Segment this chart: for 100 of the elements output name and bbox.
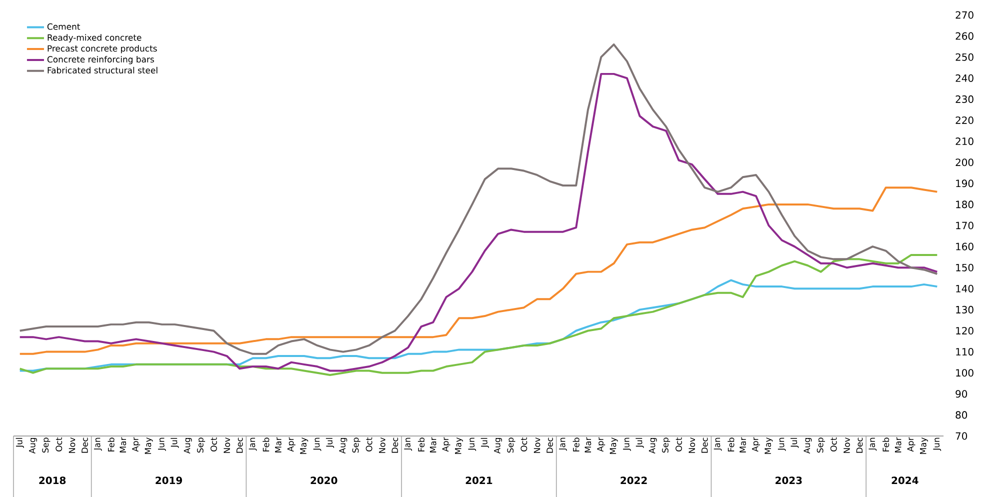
x-tick-label: May: [144, 437, 153, 454]
y-tick-label: 120: [956, 326, 974, 335]
y-tick-label: 180: [956, 200, 974, 208]
x-tick-label: May: [610, 437, 618, 454]
y-tick-label: 170: [956, 222, 974, 230]
text: 2019: [156, 476, 182, 484]
y-tick-label: 150: [956, 264, 974, 272]
x-tick-label: Jul: [480, 438, 489, 448]
y-tick-label: 80: [956, 411, 968, 419]
x-tick-label: Jul: [170, 438, 179, 448]
x-tick-label: Feb: [572, 438, 580, 452]
x-tick-label: Jun: [778, 438, 786, 451]
x-tick-label: Apr: [752, 437, 760, 452]
x-tick-label: Sep: [197, 438, 206, 453]
x-tick-label: Nov: [534, 437, 540, 453]
y-tick-label: 230: [956, 95, 974, 103]
x-tick-label: Dec: [546, 438, 553, 453]
x-tick-label: May: [920, 437, 928, 454]
x-tick-label: Oct: [366, 437, 372, 452]
x-tick-label: Jul: [326, 438, 334, 448]
x-tick-label: Jul: [16, 438, 24, 448]
x-tick-label: Nov: [224, 437, 230, 453]
text: 2024: [892, 476, 918, 484]
x-tick-label: Oct: [520, 437, 528, 452]
x-tick-label: Jun: [313, 438, 322, 451]
y-tick-label: 160: [956, 242, 974, 250]
legend-label: Precast concrete products: [48, 45, 157, 54]
x-tick-label: May: [300, 437, 308, 454]
x-tick-label: Mar: [740, 437, 746, 452]
y-tick-label: 140: [956, 284, 974, 292]
x-tick-label: Dec: [702, 438, 708, 453]
x-tick-label: Aug: [29, 438, 37, 454]
x-tick-label: Dec: [392, 438, 398, 453]
x-tick-label: Jun: [623, 438, 631, 451]
y-tick-label: 220: [956, 116, 974, 124]
text: 2020: [310, 476, 338, 484]
x-tick-label: Feb: [262, 438, 270, 452]
x-tick-label: Apr: [907, 437, 916, 452]
legend-label: Cement: [47, 23, 80, 30]
y-tick-label: 100: [956, 369, 974, 377]
y-tick-label: 260: [956, 32, 974, 40]
legend-label: Fabricated structural steel: [48, 66, 158, 74]
x-tick-label: Mar: [275, 437, 282, 452]
x-tick-label: Jan: [559, 438, 567, 451]
x-tick-label: Mar: [894, 437, 902, 452]
x-tick-label: Oct: [210, 437, 217, 452]
y-tick-label: 90: [956, 390, 968, 398]
x-tick-label: Sep: [816, 438, 825, 453]
x-tick-label: Sep: [507, 438, 516, 453]
x-tick-label: May: [764, 437, 773, 454]
x-tick-label: Apr: [287, 437, 296, 452]
x-tick-label: Mar: [584, 437, 592, 452]
x-tick-label: Oct: [56, 437, 62, 452]
text: 2023: [776, 476, 802, 484]
x-tick-label: Mar: [120, 437, 126, 452]
x-tick-label: Jul: [636, 438, 644, 448]
text: 2022: [620, 476, 647, 484]
x-tick-label: Feb: [108, 438, 114, 452]
x-tick-label: Jun: [468, 438, 476, 451]
x-tick-label: Mar: [430, 437, 436, 452]
x-tick-label: Jan: [868, 438, 877, 451]
y-tick-label: 190: [956, 180, 974, 188]
x-tick-label: Aug: [494, 438, 502, 454]
x-tick-label: Sep: [42, 438, 50, 453]
x-tick-label: Oct: [830, 437, 837, 452]
x-tick-label: Apr: [132, 437, 140, 452]
x-tick-label: Dec: [236, 438, 243, 453]
x-tick-label: Dec: [82, 438, 88, 453]
x-tick-label: Aug: [184, 438, 192, 454]
x-tick-label: Nov: [844, 437, 850, 453]
x-tick-label: Dec: [856, 438, 863, 453]
x-tick-label: Jan: [714, 438, 722, 451]
x-tick-label: Nov: [688, 437, 696, 453]
x-tick-label: Nov: [68, 437, 76, 453]
x-tick-label: Feb: [418, 438, 425, 452]
x-tick-label: Apr: [442, 437, 450, 452]
x-tick-label: Sep: [662, 438, 670, 453]
y-tick-label: 250: [956, 53, 974, 61]
x-tick-label: Aug: [648, 438, 657, 454]
y-tick-label: 270: [956, 11, 974, 19]
x-tick-label: Sep: [352, 438, 360, 453]
x-tick-label: Jun: [933, 438, 942, 451]
x-tick-label: Feb: [882, 438, 890, 452]
x-tick-label: Apr: [597, 437, 606, 452]
legend-label: Ready-mixed concrete: [48, 34, 142, 42]
x-tick-label: Jul: [790, 438, 799, 448]
y-tick-label: 210: [956, 138, 974, 146]
x-tick-label: Oct: [676, 437, 682, 452]
x-tick-label: Aug: [339, 438, 348, 454]
x-tick-label: Feb: [728, 438, 734, 452]
y-tick-label: 130: [956, 306, 974, 314]
x-tick-label: Jan: [94, 438, 102, 451]
y-tick-label: 70: [956, 432, 968, 440]
y-tick-label: 240: [956, 74, 974, 82]
x-tick-label: Jun: [158, 438, 166, 451]
y-tick-label: 200: [956, 158, 974, 166]
x-tick-label: Jan: [248, 438, 257, 451]
y-tick-label: 110: [956, 348, 974, 356]
x-tick-label: Aug: [804, 438, 812, 454]
x-tick-label: Nov: [379, 437, 386, 453]
